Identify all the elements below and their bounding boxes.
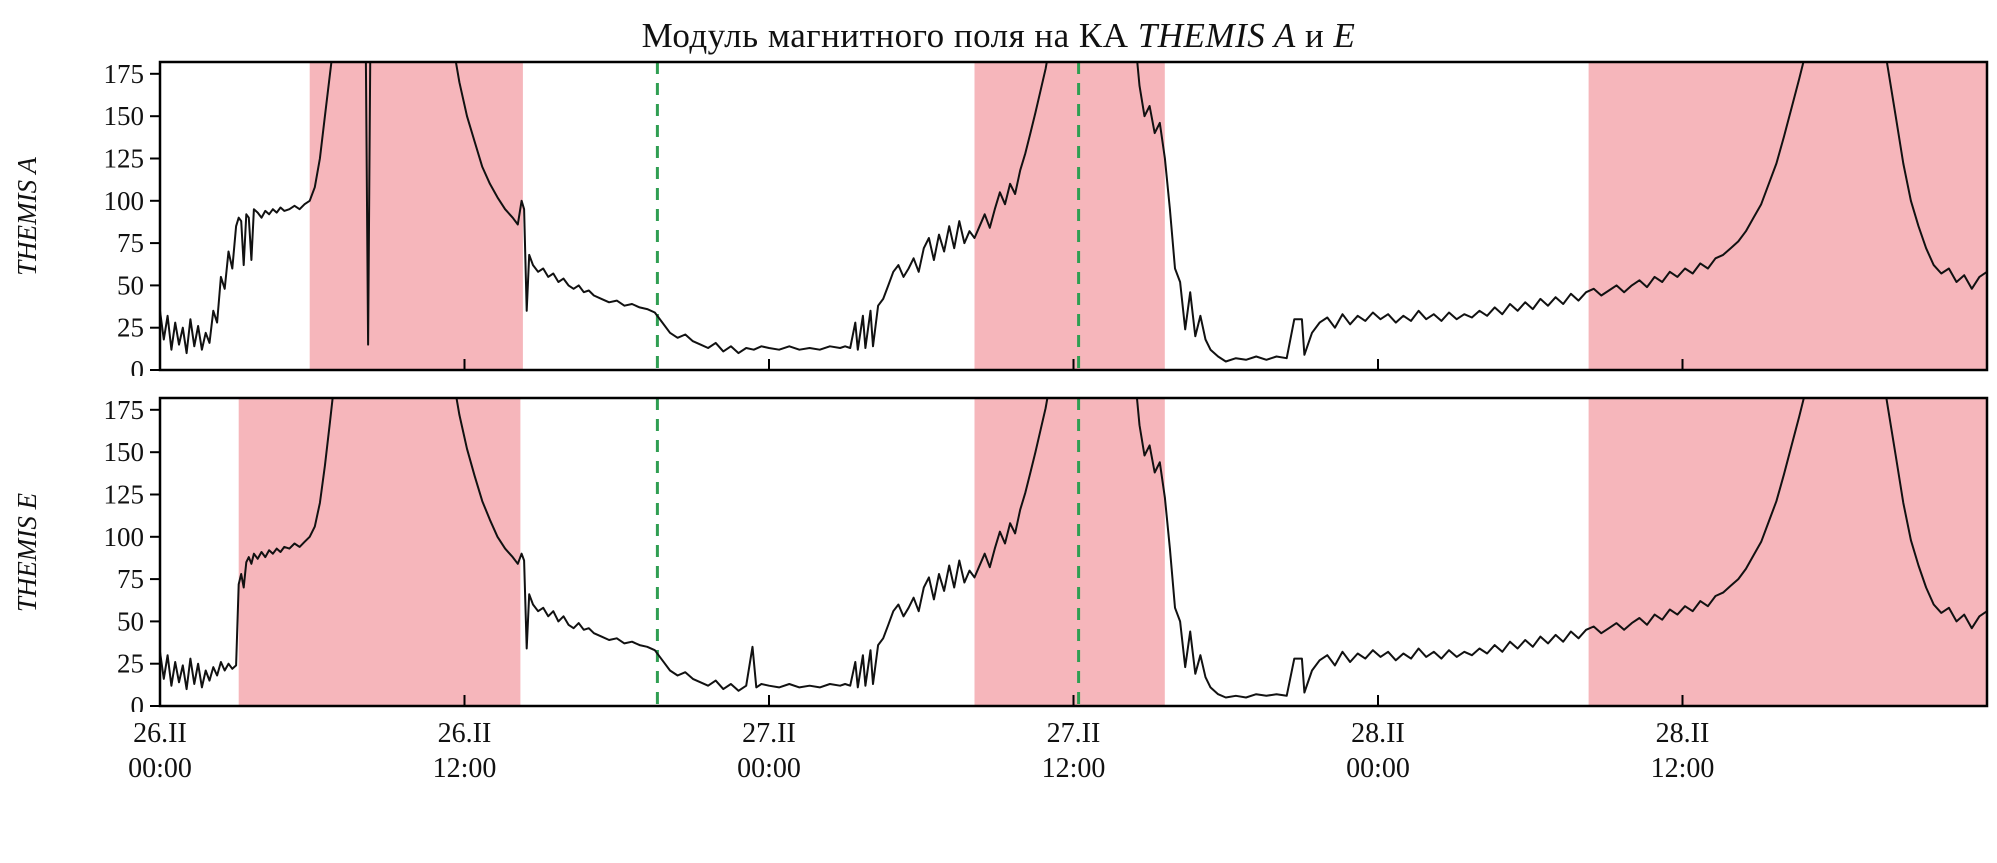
y-tick-label: 25 [117, 649, 144, 679]
perigee-shade-region [974, 62, 1165, 370]
y-tick-label: 75 [117, 564, 144, 594]
panel-themis-e: THEMIS E 0 25 50 75 100 125 150 175 [0, 392, 1997, 712]
title-spacecraft-a: THEMIS A [1137, 16, 1296, 55]
y-tick-label: 125 [104, 144, 145, 174]
x-tick-label: 28.II 00:00 [1346, 718, 1410, 784]
y-tick-label: 150 [104, 437, 145, 467]
x-tick-label: 26.II 12:00 [432, 718, 497, 784]
perigee-shade-region [1588, 62, 1987, 370]
x-tick-label: 27.II 00:00 [737, 718, 801, 784]
title-conjunction: и [1295, 16, 1334, 55]
y-axis-label-themis-e: THEMIS E [12, 492, 43, 612]
y-tick-label: 100 [104, 522, 145, 552]
perigee-shade-region [974, 398, 1165, 706]
y-tick-label: 50 [117, 270, 144, 300]
x-tick-label: 26.II 00:00 [128, 718, 192, 784]
panel-themis-a: THEMIS A 0 25 50 75 100 125 150 175 [0, 56, 1997, 376]
perigee-shade-region [309, 62, 523, 370]
chart-title: Модуль магнитного поля на КА THEMIS A и … [0, 0, 1997, 56]
perigee-shade-region [238, 398, 521, 706]
y-axis-label-themis-a: THEMIS A [12, 156, 42, 276]
magnetic-field-trace [160, 398, 1987, 699]
x-tick-label: 27.II 12:00 [1041, 718, 1106, 784]
y-tick-label: 125 [104, 480, 145, 510]
title-text: Модуль магнитного поля на КА [641, 16, 1138, 55]
y-tick-label: 100 [104, 186, 145, 216]
plot-themis-e: 0 25 50 75 100 125 150 175 [104, 395, 1989, 712]
perigee-shade-region [1588, 398, 1987, 706]
y-tick-label: 150 [104, 101, 145, 131]
y-tick-label: 0 [131, 691, 145, 712]
plot-themis-a: 0 25 50 75 100 125 150 175 [104, 59, 1989, 376]
y-tick-label: 25 [117, 313, 144, 343]
y-tick-label: 175 [104, 59, 145, 89]
x-tick-label: 28.II 12:00 [1650, 718, 1715, 784]
x-axis-labels: 26.II 00:00 26.II 12:00 27.II 00:00 27.II 12:00… [55, 716, 1997, 800]
y-tick-label: 75 [117, 228, 144, 258]
title-spacecraft-e: E [1333, 16, 1356, 55]
y-tick-label: 50 [117, 606, 144, 636]
y-tick-label: 0 [131, 355, 145, 376]
magnetic-field-trace [160, 62, 1987, 363]
y-tick-label: 175 [104, 395, 145, 425]
